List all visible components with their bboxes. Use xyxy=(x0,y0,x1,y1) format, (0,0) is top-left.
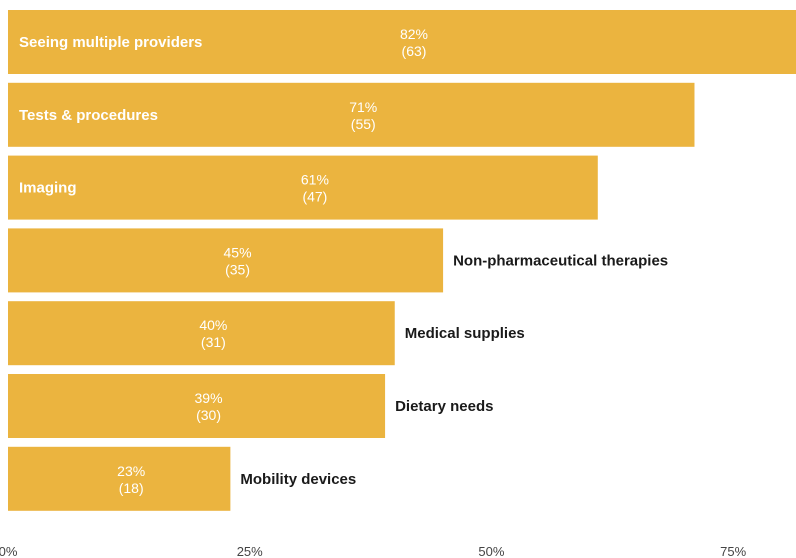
bar-0 xyxy=(8,10,796,74)
count-label-0: (63) xyxy=(402,43,427,59)
x-tick-label-1: 25% xyxy=(237,544,263,558)
value-label-4: 40% xyxy=(199,317,227,333)
bar-3 xyxy=(8,228,444,293)
value-label-3: 45% xyxy=(224,244,252,260)
category-label-1: Tests & procedures xyxy=(19,107,158,124)
x-tick-label-0: 0% xyxy=(0,544,18,558)
count-label-6: (18) xyxy=(119,480,144,496)
value-label-1: 71% xyxy=(349,99,377,115)
x-tick-label-2: 50% xyxy=(478,544,504,558)
category-label-0: Seeing multiple providers xyxy=(19,34,202,51)
bar-6 xyxy=(8,446,231,511)
count-label-3: (35) xyxy=(225,261,250,277)
count-label-1: (55) xyxy=(351,116,376,132)
count-label-5: (30) xyxy=(196,407,221,423)
bars-group: Seeing multiple providers 82%(63) Tests & … xyxy=(8,10,796,511)
x-axis-ticks: 0% 25% 50% 75% xyxy=(0,544,747,558)
count-label-2: (47) xyxy=(302,189,327,205)
bar-5 xyxy=(8,374,386,438)
category-label-3: Non-pharmaceutical therapies xyxy=(453,252,668,269)
category-label-6: Mobility devices xyxy=(240,471,356,488)
value-label-6: 23% xyxy=(117,463,145,479)
category-label-2: Imaging xyxy=(19,180,77,197)
bar-2 xyxy=(8,155,598,220)
value-label-5: 39% xyxy=(195,390,223,406)
value-label-2: 61% xyxy=(301,172,329,188)
bar-1 xyxy=(8,82,695,147)
category-label-5: Dietary needs xyxy=(395,398,493,415)
category-label-4: Medical supplies xyxy=(405,325,525,342)
value-label-0: 82% xyxy=(400,26,428,42)
x-tick-label-3: 75% xyxy=(720,544,746,558)
count-label-4: (31) xyxy=(201,334,226,350)
bar-4 xyxy=(8,301,395,366)
